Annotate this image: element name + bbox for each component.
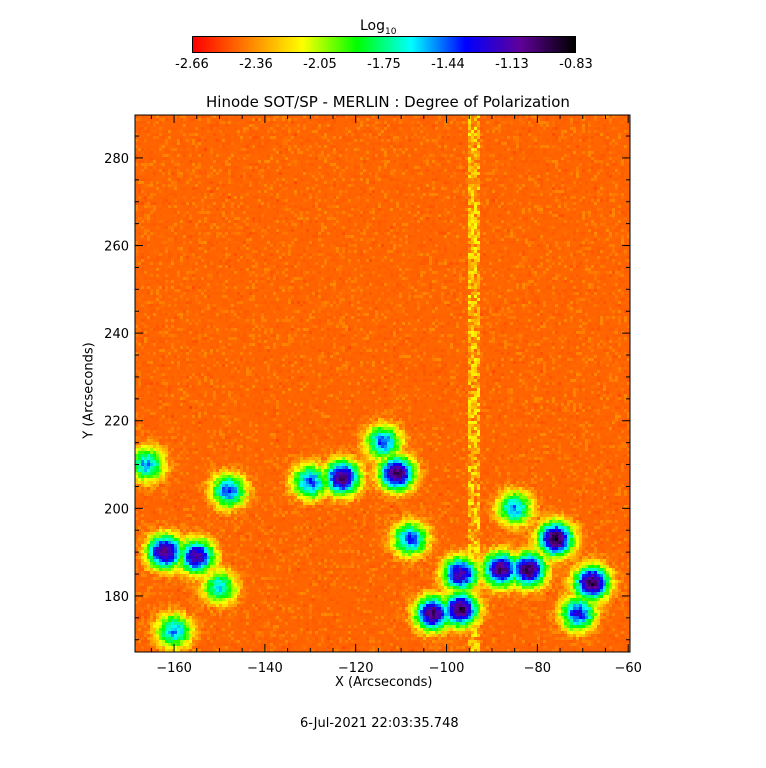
chart-title: Hinode SOT/SP - MERLIN : Degree of Polar…: [206, 93, 570, 111]
y-tick-label: 240: [104, 327, 129, 342]
x-tick-label: −120: [338, 661, 374, 676]
x-tick-label: −140: [247, 661, 283, 676]
y-tick-label: 180: [104, 590, 129, 605]
colorbar-tick-label: -1.75: [367, 57, 401, 72]
y-axis-label: Y (Arcseconds): [81, 342, 97, 439]
y-tick-label: 280: [104, 152, 129, 167]
y-tick-label: 260: [104, 240, 129, 255]
colorbar-tick-label: -1.44: [431, 57, 465, 72]
x-tick-label: −60: [614, 661, 641, 676]
colorbar-label: Log10: [360, 18, 397, 37]
colorbar: [192, 36, 576, 53]
colorbar-tick-label: -0.83: [559, 57, 593, 72]
timestamp: 6-Jul-2021 22:03:35.748: [300, 716, 459, 731]
colorbar-tick-label: -1.13: [495, 57, 529, 72]
x-tick-label: −80: [524, 661, 551, 676]
colorbar-label-subscript: 10: [385, 26, 397, 37]
colorbar-tick-label: -2.66: [175, 57, 209, 72]
plot-border: [134, 114, 631, 653]
colorbar-tick-label: -2.05: [303, 57, 337, 72]
x-tick-label: −100: [429, 661, 465, 676]
x-axis-label: X (Arcseconds): [335, 675, 433, 690]
colorbar-tick-label: -2.36: [239, 57, 273, 72]
polarization-map: [135, 115, 630, 652]
x-tick-label: −160: [156, 661, 192, 676]
y-tick-label: 200: [104, 502, 129, 517]
y-tick-label: 220: [104, 415, 129, 430]
